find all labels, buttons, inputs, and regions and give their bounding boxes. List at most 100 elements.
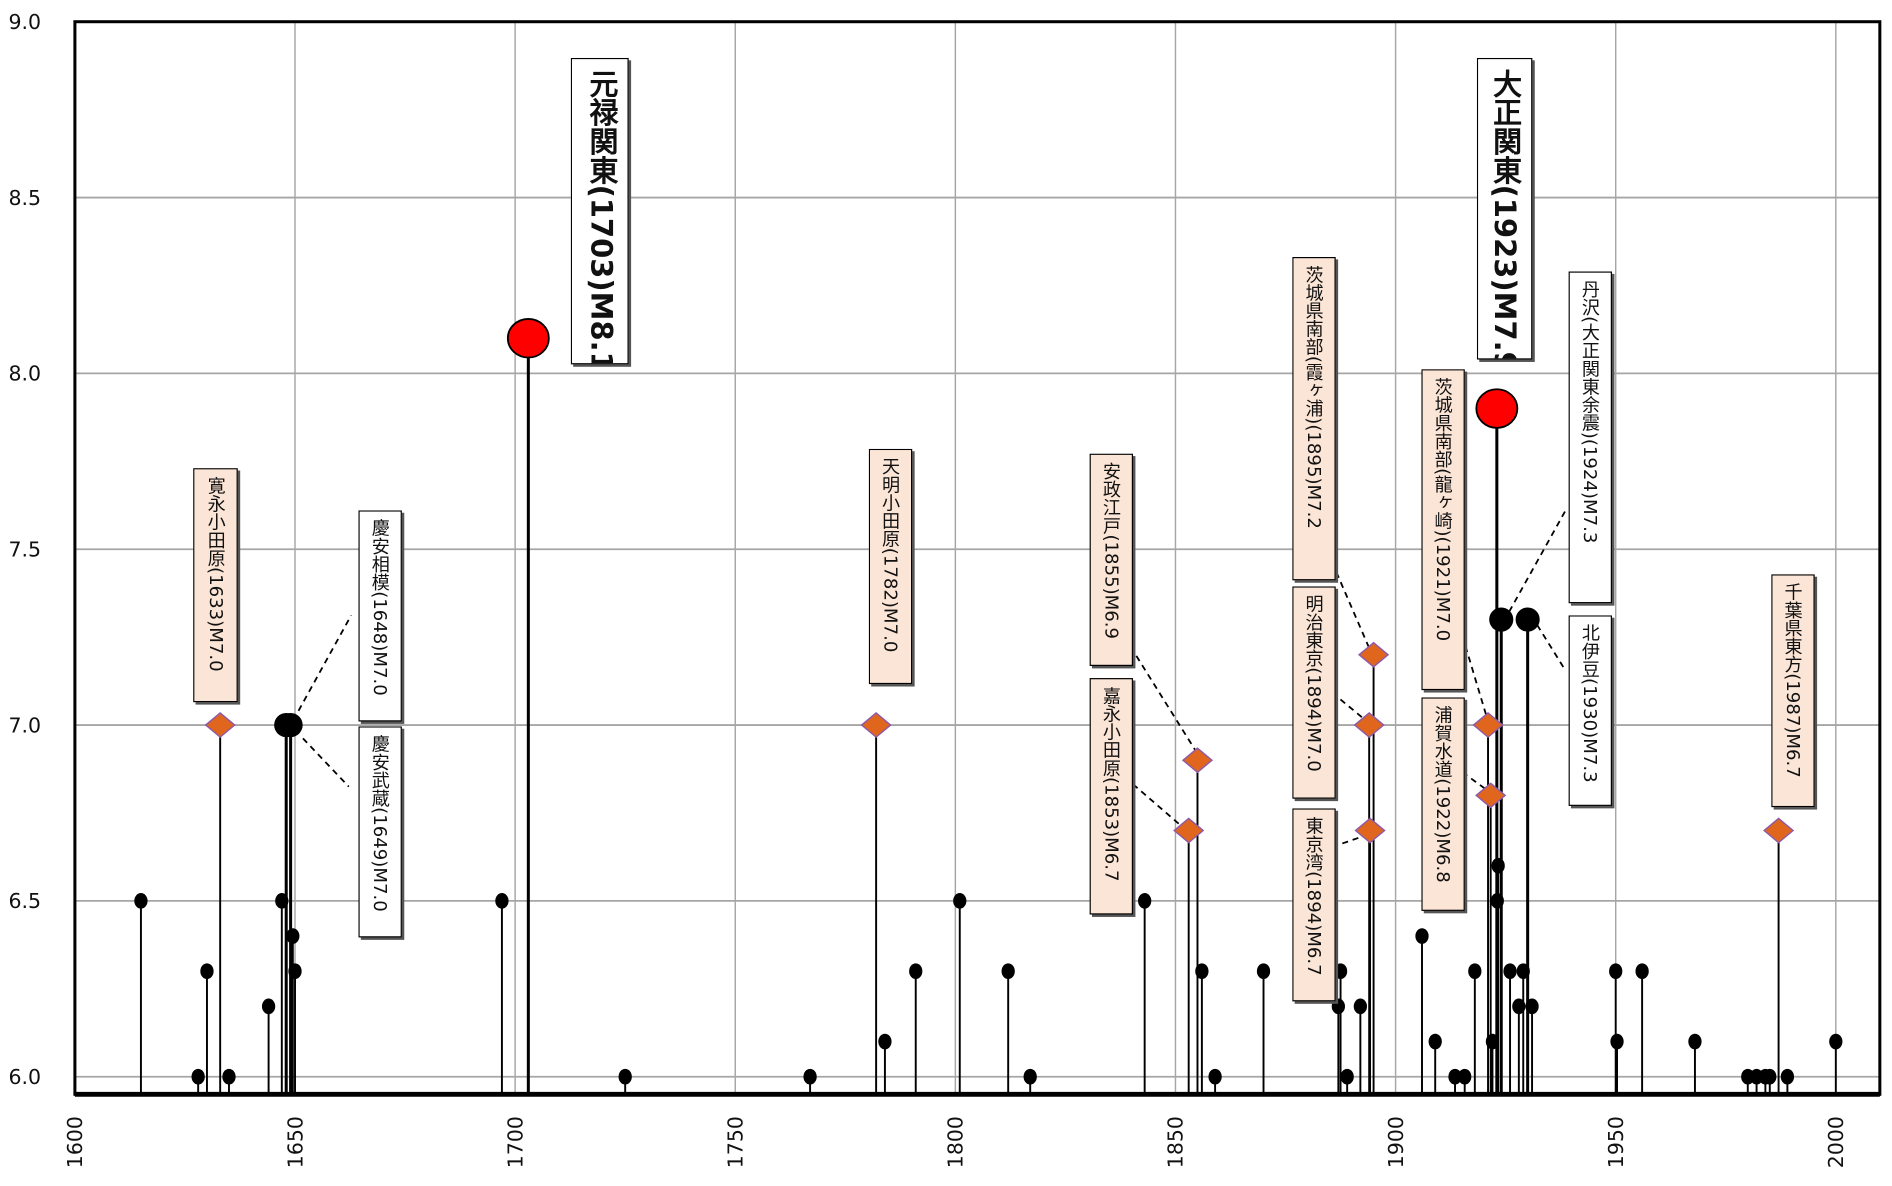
annotation-box: 嘉永小田原(1853)M6.7 (1089, 678, 1134, 915)
point-marker (953, 893, 967, 909)
point-marker (1415, 928, 1429, 944)
point-marker (618, 1068, 632, 1085)
annotation-label: 元禄関東(1703)M8.1 (570, 57, 629, 365)
point-marker (909, 963, 923, 980)
x-tick-label: 1900 (1384, 1116, 1408, 1168)
leader-line (1331, 561, 1372, 652)
leader-line (1331, 691, 1368, 723)
point-marker (803, 1068, 817, 1085)
annotation-box: 安政江戸(1855)M6.9 (1089, 453, 1134, 666)
major-quake-marker (506, 318, 550, 359)
point-marker (200, 963, 214, 980)
point-marker (261, 998, 276, 1015)
annotation-label: 慶安相模(1648)M7.0 (358, 510, 402, 722)
point-marker (1001, 963, 1015, 980)
annotation-label: 北伊豆(1930)M7.3 (1568, 615, 1612, 806)
leader-line (1505, 511, 1566, 619)
point-marker (1256, 963, 1271, 980)
x-tick-label: 1850 (1164, 1116, 1188, 1168)
annotation-label: 慶安武蔵(1649)M7.0 (358, 726, 402, 938)
y-tick-label: 7.5 (9, 537, 42, 561)
annotation-box: 慶安相模(1648)M7.0 (358, 510, 402, 722)
stems (139, 338, 1837, 1095)
annotation-box: 寛永小田原(1633)M7.0 (193, 468, 238, 703)
x-tick-label: 2000 (1824, 1116, 1848, 1168)
leader-line (292, 614, 352, 721)
point-marker (1340, 1068, 1354, 1085)
annotation-box: 明治東京(1894)M7.0 (1292, 586, 1336, 799)
annotation-label: 茨城県南部(龍ヶ崎)(1921)M7.0 (1421, 369, 1465, 691)
annotations: 寛永小田原(1633)M7.0 慶安相模(1648)M7.0慶安武蔵(1649)M… (193, 57, 1815, 1002)
grid (74, 20, 1880, 1095)
point-marker (1490, 893, 1504, 909)
point-marker (495, 893, 509, 909)
point-marker (286, 928, 300, 944)
point-marker (1331, 998, 1345, 1015)
leader-line (1132, 783, 1187, 831)
annotation-label: 千葉県東方(1987)M6.7 (1771, 574, 1815, 808)
annotation-label: 明治東京(1894)M7.0 (1292, 586, 1336, 799)
point-marker (878, 1033, 892, 1050)
annotation-box: 北伊豆(1930)M7.3 (1568, 615, 1612, 806)
point-marker (1138, 893, 1152, 909)
point-marker (1780, 1068, 1795, 1085)
point-marker (1333, 963, 1348, 980)
annotation-label: 浦賀水道(1922)M6.8 (1421, 697, 1465, 911)
point-marker (1458, 1068, 1472, 1085)
point-marker (1503, 963, 1517, 980)
diamond-marker (1181, 747, 1214, 774)
annotation-box: 大正関東(1923)M7.9 (1476, 57, 1533, 360)
annotation-box: 丹沢(大正関東余震)(1924)M7.3 (1568, 271, 1612, 604)
diamond-marker (1357, 641, 1390, 668)
point-marker (288, 963, 302, 980)
y-tick-label: 6.5 (9, 889, 42, 913)
annotation-label: 安政江戸(1855)M6.9 (1089, 453, 1134, 666)
annotation-label: 寛永小田原(1633)M7.0 (193, 468, 238, 703)
annotation-box: 慶安武蔵(1649)M7.0 (358, 726, 402, 938)
y-tick-label: 6.0 (9, 1065, 42, 1089)
point-marker (1829, 1033, 1843, 1050)
point-marker (1516, 963, 1530, 980)
point-marker (1485, 1033, 1500, 1050)
large-point-marker (278, 712, 303, 738)
annotation-box: 茨城県南部(龍ヶ崎)(1921)M7.0 (1421, 369, 1465, 691)
annotation-label: 丹沢(大正関東余震)(1924)M7.3 (1568, 271, 1612, 604)
point-marker (1491, 857, 1505, 874)
leader-line (1129, 646, 1198, 754)
large-point-marker (1515, 607, 1540, 632)
annotation-label: 嘉永小田原(1853)M6.7 (1089, 678, 1134, 915)
diamond-marker (1762, 817, 1795, 844)
point-marker (1635, 963, 1649, 980)
point-marker (1610, 1033, 1624, 1050)
point-marker (1428, 1033, 1442, 1050)
point-marker (1525, 998, 1539, 1015)
point-marker (222, 1068, 236, 1085)
annotation-box: 千葉県東方(1987)M6.7 (1771, 574, 1815, 808)
diamond-marker (1475, 782, 1507, 809)
annotation-box: 浦賀水道(1922)M6.8 (1421, 697, 1465, 911)
point-marker (1512, 998, 1526, 1015)
annotation-label: 東京湾(1894)M6.7 (1292, 808, 1336, 1002)
x-tick-label: 1800 (944, 1116, 968, 1168)
x-tick-label: 1950 (1604, 1116, 1628, 1168)
point-marker (1195, 963, 1209, 980)
leader-line (302, 737, 350, 788)
major-quake-marker (1475, 388, 1519, 429)
point-marker (1609, 963, 1623, 980)
point-marker (134, 893, 148, 909)
point-marker (1023, 1068, 1037, 1085)
point-marker (1468, 963, 1482, 980)
x-axis-ticks: 1600 1650 1700 1750 1800 1850 1900 1950 2000 (63, 1116, 1848, 1168)
annotation-label: 大正関東(1923)M7.9 (1476, 57, 1533, 360)
annotation-label: 茨城県南部(霞ヶ浦)(1895)M7.2 (1292, 256, 1336, 581)
markers (134, 318, 1843, 1085)
large-point-marker (1489, 607, 1514, 632)
leader-line (1536, 624, 1566, 671)
y-tick-label: 8.0 (9, 362, 42, 386)
x-tick-label: 1600 (63, 1116, 87, 1168)
point-marker (1353, 998, 1368, 1015)
diamond-marker (1472, 712, 1504, 739)
point-marker (1688, 1033, 1702, 1050)
y-tick-label: 7.0 (9, 713, 42, 737)
